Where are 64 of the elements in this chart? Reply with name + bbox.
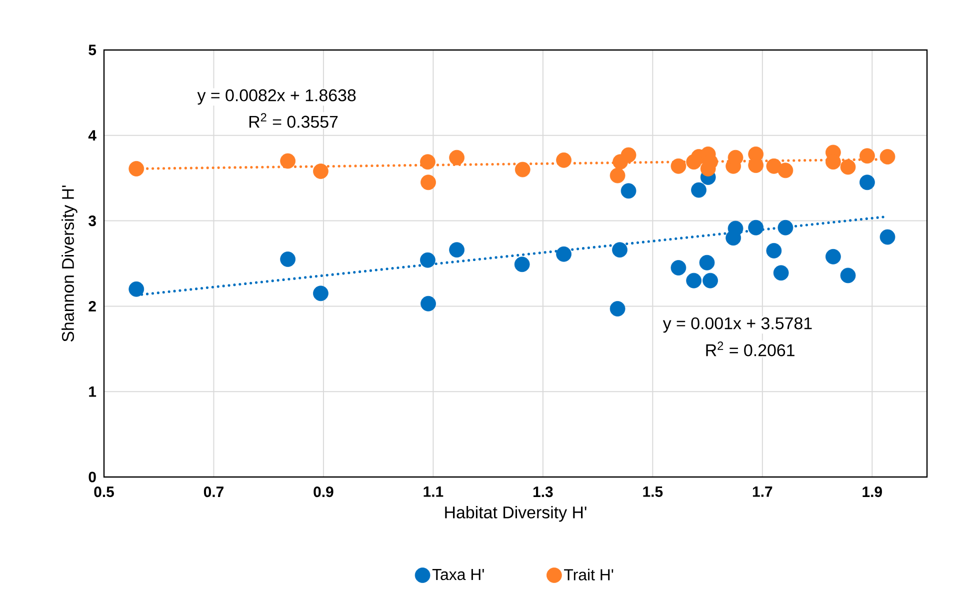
point: [620, 183, 636, 199]
point: [728, 150, 744, 166]
point: [702, 272, 718, 288]
x-tick-label: 1.1: [424, 486, 444, 497]
point: [420, 252, 436, 268]
x-tick-label: 0.9: [314, 486, 334, 498]
point: [686, 272, 702, 288]
point: [420, 296, 436, 312]
point: [748, 158, 764, 173]
y-tick-label: 3: [88, 215, 96, 226]
point: [128, 161, 144, 176]
point: [840, 268, 856, 284]
x-tick-label: 1.7: [752, 486, 772, 497]
point: [670, 158, 686, 174]
point: [313, 286, 328, 302]
legend-label: Trait H': [564, 568, 614, 580]
annotation: y = 0.0082x + 1.8638: [197, 89, 356, 105]
y-axis-title: Shannon Diversity H': [62, 186, 78, 342]
y-tick-label: 2: [88, 300, 96, 312]
point: [670, 260, 686, 276]
point: [610, 301, 626, 316]
point: [556, 246, 572, 262]
point: [860, 174, 875, 190]
point: [280, 153, 296, 169]
point: [313, 164, 328, 179]
point: [620, 147, 636, 163]
y-tick-label: 4: [88, 130, 96, 141]
point: [420, 154, 436, 170]
y-tick-label: 5: [88, 44, 96, 56]
point: [612, 242, 628, 258]
x-tick-label: 1.9: [862, 486, 882, 498]
point: [449, 242, 464, 258]
y-tick-label: 0: [88, 472, 96, 482]
annotation: R$^{2}$ = 0.3557: [249, 113, 338, 128]
x-tick-label: 0.5: [94, 486, 114, 498]
point: [778, 162, 794, 178]
x-tick-label: 1.5: [643, 486, 663, 497]
point: [699, 254, 715, 270]
point: [128, 281, 144, 297]
point: [778, 220, 794, 236]
point: [610, 168, 626, 184]
point: [449, 150, 464, 166]
point: [860, 148, 875, 164]
x-tick-label: 0.7: [204, 486, 224, 498]
point: [280, 252, 296, 267]
legend-label: Taxa H': [432, 569, 484, 580]
point: [514, 256, 530, 272]
point: [825, 248, 841, 264]
y-tick-label: 1: [89, 386, 96, 397]
point: [766, 242, 782, 258]
point: [880, 149, 896, 164]
point: [748, 220, 764, 236]
point: [728, 220, 744, 236]
x-tick-label: 1.3: [533, 486, 553, 498]
point: [880, 229, 896, 245]
annotation: R$^{2}$ = 0.2061: [706, 342, 794, 356]
annotation: y = 0.001x + 3.5781: [662, 317, 812, 333]
point: [691, 182, 706, 198]
point: [556, 152, 572, 168]
point: [773, 265, 789, 281]
point: [840, 159, 856, 175]
x-axis-title: Habitat Diversity H': [445, 506, 586, 522]
point: [514, 162, 530, 178]
point: [420, 174, 436, 190]
